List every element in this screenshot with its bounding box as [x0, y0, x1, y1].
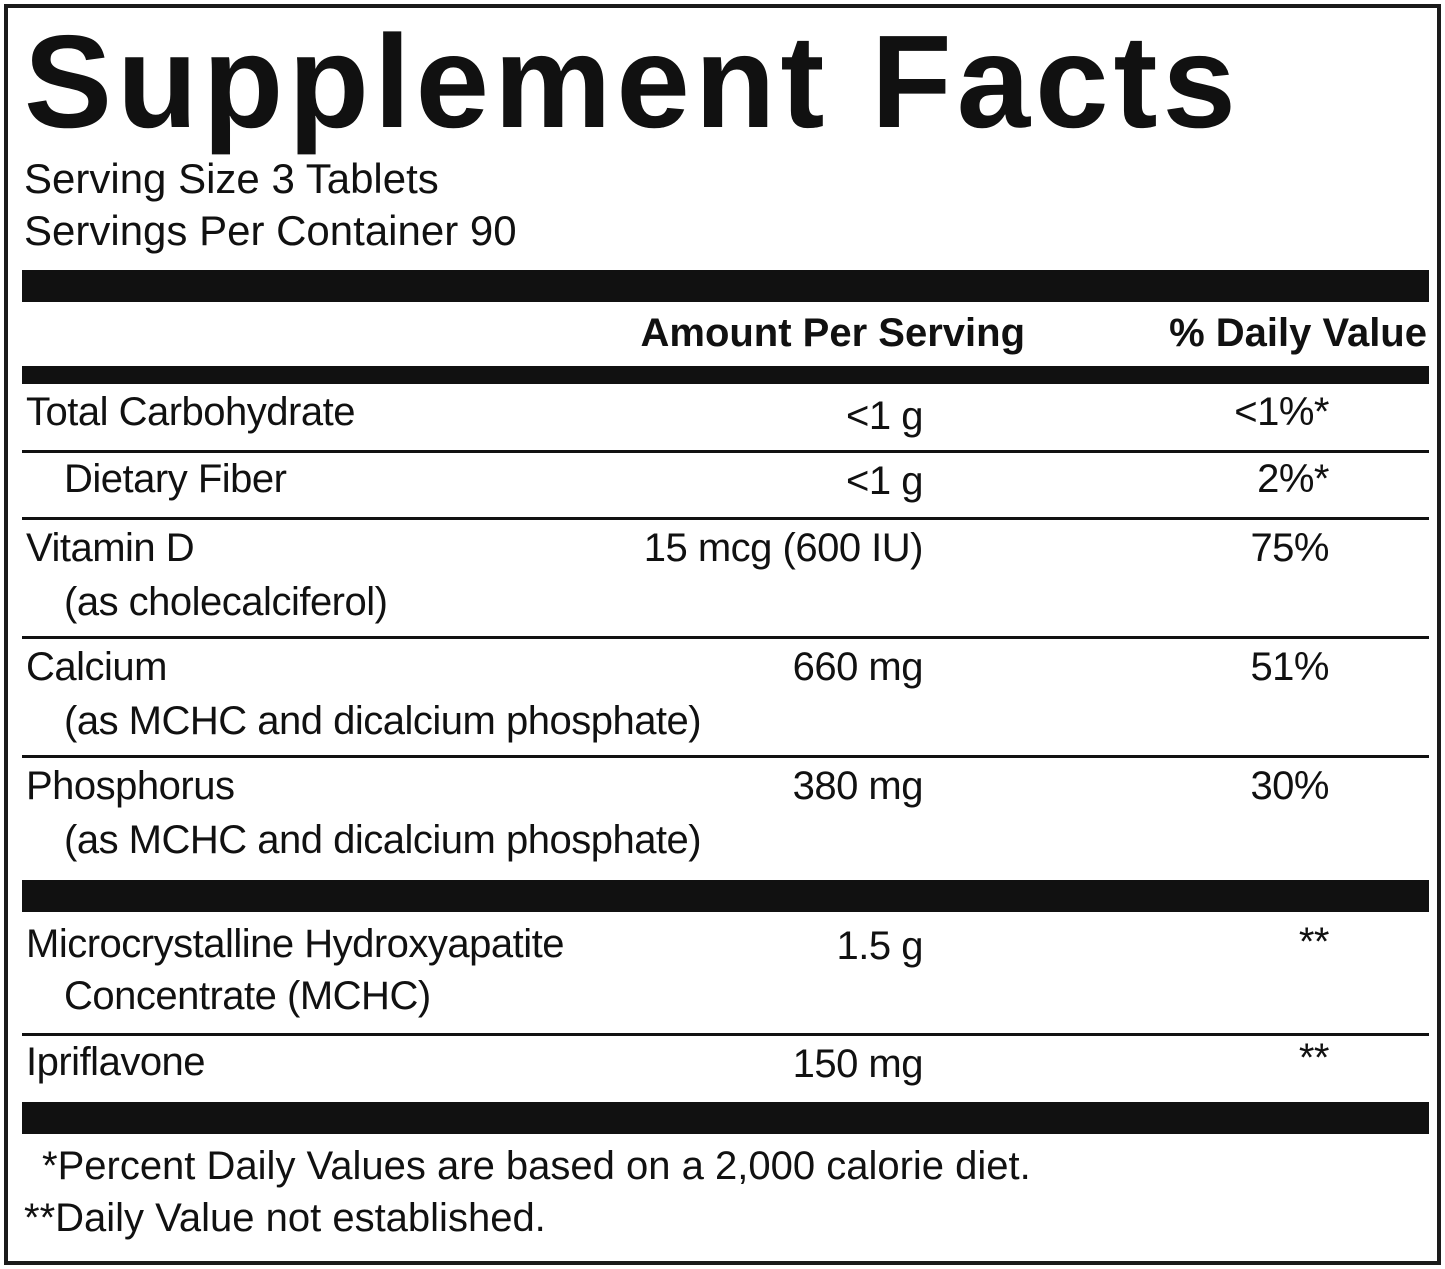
- row-divider: [22, 755, 1429, 758]
- row-divider: [22, 450, 1429, 453]
- nutrient-name: Calcium: [26, 645, 167, 689]
- ingredient-detail: Concentrate (MCHC): [64, 974, 431, 1018]
- bottom-thick-bar: [22, 1102, 1429, 1134]
- nutrient-name: Phosphorus: [26, 764, 235, 808]
- row-divider: [22, 636, 1429, 639]
- ingredient-amount: 1.5 g: [836, 924, 924, 968]
- footnote-percent-daily-values: *Percent Daily Values are based on a 2,0…: [42, 1144, 1031, 1188]
- nutrient-detail: (as MCHC and dicalcium phosphate): [64, 699, 702, 743]
- header-amount-per-serving: Amount Per Serving: [640, 311, 1025, 355]
- nutrient-amount: <1 g: [846, 394, 923, 438]
- nutrient-amount: 380 mg: [792, 764, 924, 808]
- nutrient-row-vitamin-d: Vitamin D (as cholecalciferol) 15 mcg (6…: [22, 520, 1429, 636]
- nutrient-daily-value: 75%: [1250, 526, 1329, 570]
- nutrient-daily-value: <1%*: [1234, 390, 1329, 434]
- nutrient-daily-value: 51%: [1250, 645, 1329, 689]
- nutrient-detail: (as cholecalciferol): [64, 580, 388, 624]
- nutrient-row-phosphorus: Phosphorus (as MCHC and dicalcium phosph…: [22, 758, 1429, 874]
- row-divider: [22, 1033, 1429, 1036]
- top-thick-bar: [22, 270, 1429, 302]
- nutrient-amount: <1 g: [846, 459, 923, 503]
- row-divider: [22, 517, 1429, 520]
- nutrient-amount: 660 mg: [792, 645, 924, 689]
- nutrient-name: Vitamin D: [26, 526, 195, 570]
- ingredient-name: Ipriflavone: [26, 1040, 206, 1084]
- nutrient-daily-value: 2%*: [1257, 457, 1329, 501]
- serving-size: Serving Size 3 Tablets: [24, 155, 439, 202]
- header-daily-value: % Daily Value: [1169, 311, 1427, 355]
- ingredient-row-mchc: Microcrystalline Hydroxyapatite Concentr…: [22, 914, 1429, 1032]
- ingredient-name: Microcrystalline Hydroxyapatite: [26, 922, 565, 966]
- ingredient-row-ipriflavone: Ipriflavone 150 mg **: [22, 1036, 1429, 1100]
- nutrient-row-calcium: Calcium (as MCHC and dicalcium phosphate…: [22, 639, 1429, 755]
- nutrient-row-total-carbohydrate: Total Carbohydrate <1 g <1%*: [22, 384, 1429, 450]
- ingredient-daily-value: **: [1298, 920, 1330, 964]
- footnote-not-established: **Daily Value not established.: [24, 1196, 546, 1240]
- section-thick-bar: [22, 880, 1429, 912]
- label-title: Supplement Facts: [24, 8, 1241, 155]
- nutrient-detail: (as MCHC and dicalcium phosphate): [64, 818, 702, 862]
- nutrient-daily-value: 30%: [1250, 764, 1329, 808]
- header-bar: [22, 366, 1429, 384]
- nutrient-name: Dietary Fiber: [64, 457, 287, 501]
- ingredient-daily-value: **: [1298, 1036, 1330, 1080]
- ingredient-amount: 150 mg: [792, 1042, 924, 1086]
- nutrient-row-dietary-fiber: Dietary Fiber <1 g 2%*: [22, 453, 1429, 517]
- nutrient-amount: 15 mcg (600 IU): [643, 526, 924, 570]
- supplement-facts-panel: Supplement Facts Serving Size 3 Tablets …: [4, 4, 1441, 1265]
- nutrient-name: Total Carbohydrate: [26, 390, 355, 434]
- servings-per-container: Servings Per Container 90: [24, 207, 517, 254]
